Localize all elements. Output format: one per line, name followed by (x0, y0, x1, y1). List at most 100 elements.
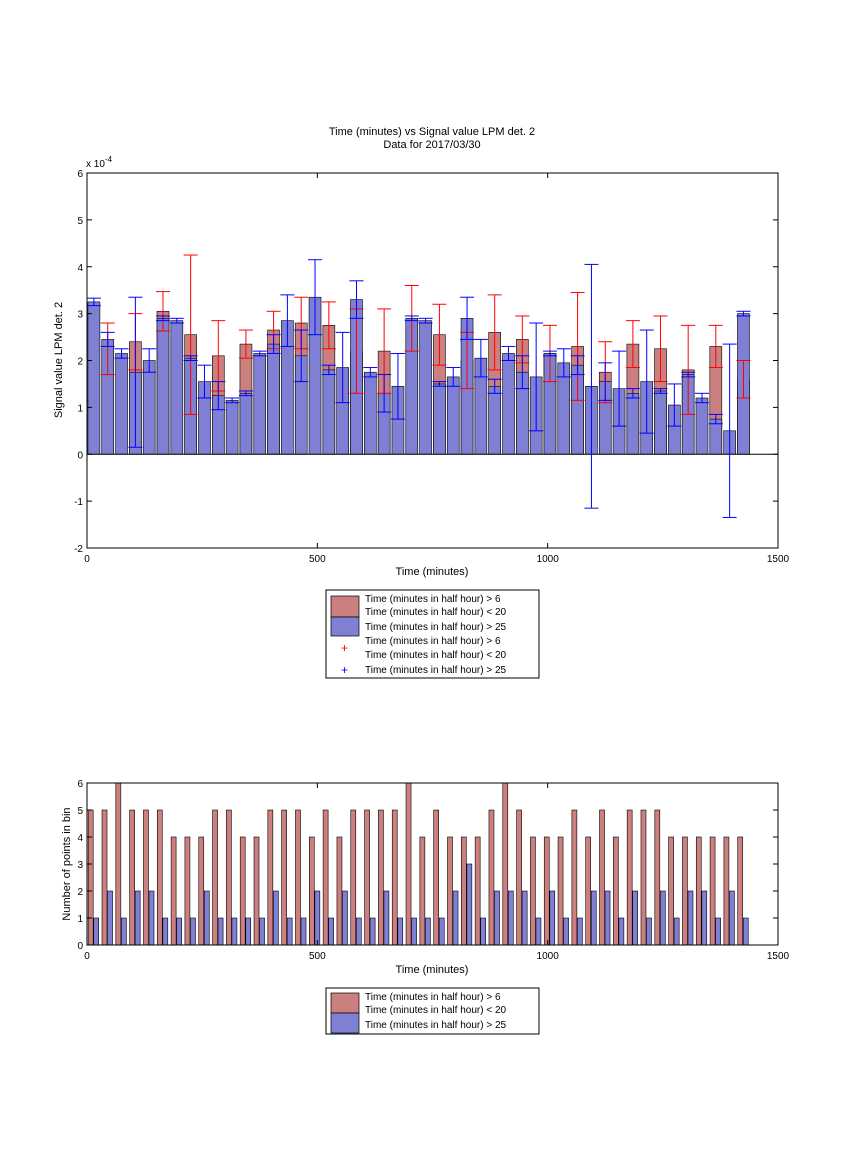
count-bar-red (378, 809, 384, 946)
y-tick-label: -1 (74, 497, 83, 508)
count-bar-red (156, 809, 163, 946)
signal-bar-blue (239, 393, 253, 455)
legend-swatch-red-bar (330, 992, 360, 1014)
count-bar-red (502, 782, 509, 946)
count-bar-red (87, 809, 94, 946)
y-tick-label: 6 (77, 169, 83, 180)
y-tick-label: 0 (77, 941, 83, 952)
count-bar-red (239, 836, 246, 946)
signal-x-axis-label: Time (minutes) (396, 566, 469, 578)
count-bar-red (530, 836, 536, 946)
x-tick-label: 1500 (767, 951, 790, 962)
y-tick-label: 6 (77, 779, 83, 790)
count-bar-blue (328, 917, 334, 946)
count-bar-blue (660, 890, 666, 946)
count-bar-red (184, 836, 191, 946)
count-bar-red (101, 809, 108, 946)
signal-bar-blue (142, 360, 156, 455)
signal-bar-blue (502, 353, 515, 455)
legend-label: Time (minutes in half hour) > 25 (365, 1020, 507, 1031)
count-bar-blue (397, 917, 404, 946)
count-bar-blue (300, 917, 307, 946)
count-bar-blue (590, 890, 597, 946)
count-bar-red (557, 836, 564, 946)
legend-swatch-blue-bar (330, 1012, 360, 1034)
signal-plot-area (86, 254, 778, 519)
count-bar-blue (425, 917, 431, 946)
y-tick-label: -2 (74, 544, 83, 555)
count-bar-blue (273, 890, 279, 946)
signal-y-ticks: -2 -1 0 1 2 3 4 5 6 (74, 169, 778, 555)
count-bar-blue (411, 917, 417, 946)
count-bar-red (170, 836, 177, 946)
count-bar-blue (107, 890, 113, 946)
count-bar-red (433, 809, 439, 946)
count-bar-red (599, 809, 605, 946)
count-bar-red (309, 836, 315, 946)
count-bar-blue (618, 917, 625, 946)
count-bar-blue (203, 890, 210, 946)
y-tick-label: 1 (77, 403, 83, 414)
count-bar-red (295, 809, 301, 946)
legend-marker-red: + (341, 641, 348, 655)
y-tick-label: 5 (77, 806, 83, 817)
count-bar-red (461, 836, 467, 946)
count-bar-red (322, 809, 329, 946)
count-bar-red (405, 782, 412, 946)
count-bar-red (419, 836, 426, 946)
signal-bar-blue (709, 418, 723, 455)
count-bar-blue (134, 890, 141, 946)
signal-chart: Time (minutes) vs Signal value LPM det. … (53, 126, 790, 679)
x-tick-label: 500 (309, 554, 326, 565)
count-bar-blue (355, 917, 362, 946)
legend-label: Time (minutes in half hour) > 6 (365, 992, 501, 1003)
y-tick-label: 1 (77, 914, 83, 925)
count-chart: 0 1 2 3 4 5 6 0 500 1000 1500 Time (minutes) Numb… (61, 779, 790, 1035)
count-bar-blue (190, 917, 196, 946)
count-bar-blue (121, 917, 127, 946)
count-bar-red (723, 836, 730, 946)
x-tick-label: 0 (84, 554, 90, 565)
count-bar-blue (231, 917, 238, 946)
count-bar-blue (217, 917, 224, 946)
count-bar-blue (646, 917, 652, 946)
count-y-ticks: 0 1 2 3 4 5 6 (77, 779, 778, 952)
count-bar-blue (673, 917, 680, 946)
signal-bar-blue (654, 390, 667, 455)
count-bar-red (695, 836, 702, 946)
signal-bar-blue (488, 385, 501, 455)
count-bar-red (543, 836, 550, 946)
count-y-axis-label: Number of points in bin (61, 807, 73, 920)
count-bar-red (129, 809, 135, 946)
legend-label: Time (minutes in half hour) < 20 (365, 650, 507, 661)
count-bar-red (488, 809, 495, 946)
count-plot-area (87, 782, 749, 946)
count-bar-red (364, 809, 370, 946)
count-bar-blue (535, 917, 542, 946)
signal-bar-blue (419, 320, 432, 455)
count-bar-blue (245, 917, 252, 946)
count-bar-red (613, 836, 619, 946)
signal-y-axis-label: Signal value LPM det. 2 (53, 302, 65, 418)
count-bar-blue (286, 917, 293, 946)
signal-bar-blue (170, 320, 184, 455)
count-bar-red (668, 836, 674, 946)
count-legend-box (325, 987, 540, 1035)
y-tick-label: 3 (77, 860, 83, 871)
count-bar-red (447, 836, 453, 946)
signal-bar-blue (87, 301, 101, 455)
signal-bar-blue (446, 376, 460, 455)
count-bar-blue (176, 917, 182, 946)
count-bar-red (198, 836, 205, 946)
y-tick-label: 2 (77, 357, 83, 368)
count-bar-blue (494, 890, 500, 946)
signal-bar-blue (225, 400, 239, 455)
count-bar-blue (701, 890, 708, 946)
count-bar-blue (742, 917, 749, 946)
count-bar-blue (438, 917, 445, 946)
count-bar-blue (715, 917, 721, 946)
count-bar-red (709, 836, 716, 946)
legend-label: Time (minutes in half hour) > 6 (365, 594, 501, 605)
count-bar-red (226, 809, 232, 946)
